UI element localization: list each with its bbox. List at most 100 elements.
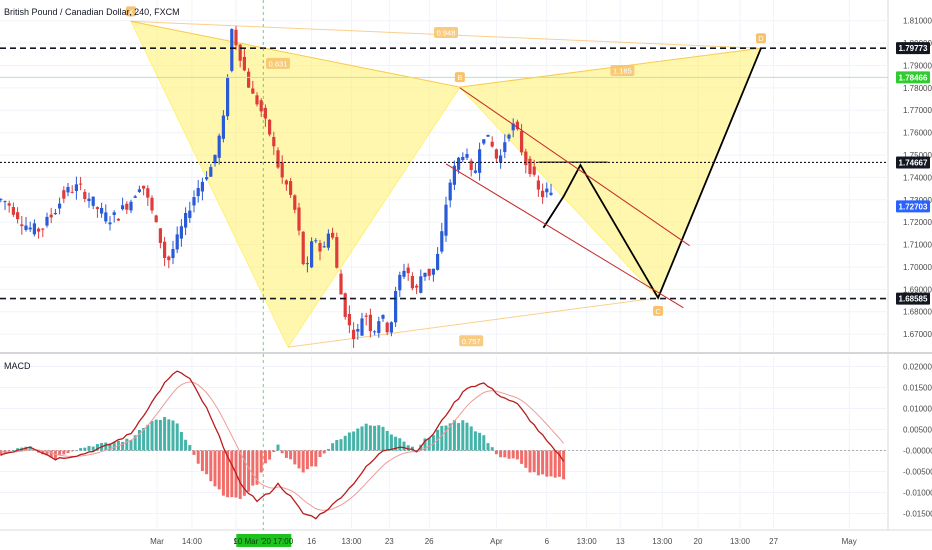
candle-up	[373, 331, 377, 333]
candle-up	[104, 212, 108, 222]
highlight-date-badge[interactable]	[236, 534, 292, 547]
candle-up	[213, 154, 217, 164]
candle-down	[494, 149, 498, 159]
macd-histogram-bar	[200, 450, 204, 472]
macd-histogram-bar	[423, 438, 427, 451]
macd-histogram-bar	[293, 450, 297, 465]
macd-histogram-bar	[381, 426, 385, 451]
macd-histogram-bar	[171, 420, 175, 451]
macd-histogram-bar	[284, 450, 288, 458]
macd-histogram-bar	[91, 446, 95, 451]
candle-down	[410, 276, 414, 289]
candle-up	[486, 134, 490, 137]
macd-histogram-bar	[536, 450, 540, 476]
time-tick-label: 16	[307, 537, 316, 546]
price-tag[interactable]	[896, 156, 930, 169]
ac-ratio-line	[288, 297, 659, 348]
candle-up	[499, 155, 503, 163]
candle-up	[549, 192, 553, 195]
price-tag-label: 1.79773	[899, 44, 928, 53]
macd-histogram-bar	[11, 450, 15, 451]
macd-histogram-bar	[87, 445, 91, 451]
price-tag-label: 1.68585	[899, 295, 928, 304]
price-tick-label: 1.81000	[903, 17, 932, 26]
price-tag[interactable]	[896, 42, 930, 55]
pattern-point-label: D	[758, 34, 764, 43]
macd-histogram-bar	[394, 436, 398, 451]
macd-histogram-bar	[520, 450, 524, 464]
candle-down	[385, 322, 389, 333]
candle-up	[452, 165, 456, 185]
macd-histogram-bar	[465, 422, 469, 451]
candle-up	[381, 315, 385, 319]
candle-up	[461, 156, 465, 160]
pattern-point-badge	[756, 33, 766, 44]
highlight-date-label: 10 Mar '20 17:00	[233, 537, 293, 546]
candle-up	[221, 115, 225, 139]
candle-up	[402, 270, 406, 277]
macd-histogram-bar	[184, 439, 188, 451]
ratio-badge	[266, 57, 290, 69]
macd-histogram-bar	[238, 450, 242, 499]
macd-tick-label: 0.02000	[903, 363, 932, 372]
time-tick-label: 13:00	[341, 537, 362, 546]
price-tag[interactable]	[896, 292, 930, 305]
macd-histogram-bar	[133, 435, 137, 451]
candle-up	[448, 182, 452, 201]
macd-tick-label: -0.00500	[903, 468, 932, 477]
candle-up	[3, 201, 7, 203]
macd-histogram-bar	[251, 450, 255, 486]
price-tag[interactable]	[896, 71, 930, 84]
candle-up	[503, 142, 507, 153]
candle-up	[192, 197, 196, 206]
candle-down	[280, 162, 284, 178]
candle-up	[398, 274, 402, 291]
macd-histogram-bar	[507, 450, 511, 459]
price-tag-label: 1.74667	[899, 158, 928, 167]
macd-histogram-bar	[226, 450, 230, 498]
macd-histogram-bar	[242, 450, 246, 496]
candle-up	[74, 184, 78, 191]
macd-histogram-bar	[205, 450, 209, 475]
time-tick-label: 27	[769, 537, 778, 546]
candle-down	[532, 166, 536, 175]
candle-up	[53, 212, 57, 215]
price-tag-label: 1.72703	[899, 202, 928, 211]
price-tick-label: 1.77000	[903, 106, 932, 115]
candle-up	[87, 198, 91, 202]
candle-down	[520, 131, 524, 153]
pattern-point-label: C	[655, 307, 661, 316]
macd-histogram-bar	[473, 431, 477, 451]
candle-up	[482, 139, 486, 144]
macd-histogram-bar	[0, 450, 3, 456]
pattern-point-badge	[653, 305, 664, 316]
ratio-label: 0.831	[269, 59, 288, 68]
price-tick-label: 1.72000	[903, 218, 932, 227]
price-tick-label: 1.73000	[903, 196, 932, 205]
price-tag-label: 1.78466	[899, 73, 928, 82]
candle-down	[263, 107, 267, 119]
macd-histogram-bar	[318, 450, 322, 458]
macd-histogram-bar	[79, 448, 83, 451]
time-tick-label: 26	[425, 537, 434, 546]
price-tick-label: 1.74000	[903, 173, 932, 182]
macd-histogram-bar	[545, 450, 549, 477]
candle-down	[515, 121, 519, 130]
candle-down	[406, 267, 410, 274]
macd-histogram-bar	[121, 441, 125, 451]
time-tick-label: 9	[234, 537, 239, 546]
price-tag[interactable]	[896, 200, 930, 213]
candle-down	[242, 56, 246, 71]
macd-histogram-bar	[305, 450, 309, 470]
time-tick-label: 13:00	[577, 537, 598, 546]
candle-down	[158, 228, 162, 243]
candle-up	[377, 321, 381, 334]
candle-up	[28, 227, 32, 230]
macd-label: MACD	[4, 361, 31, 371]
candle-up	[184, 213, 188, 228]
candle-down	[7, 203, 11, 206]
candle-down	[469, 160, 473, 171]
macd-histogram-bar	[532, 450, 536, 473]
candle-down	[142, 185, 146, 189]
